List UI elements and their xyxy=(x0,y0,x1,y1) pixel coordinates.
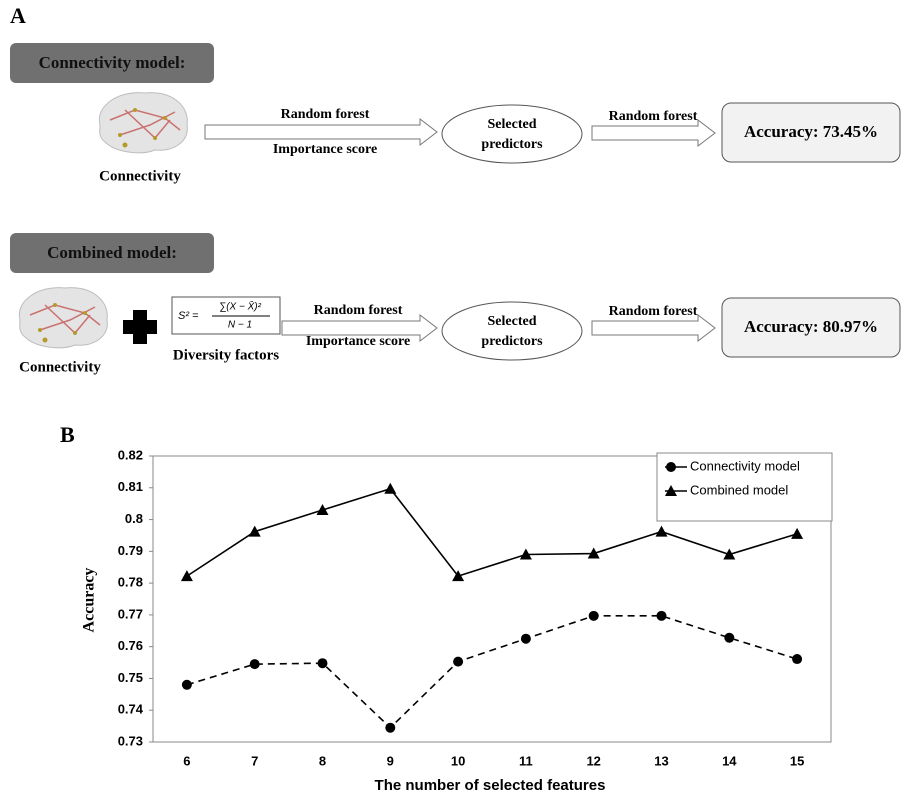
x-tick-label: 6 xyxy=(183,753,190,768)
y-tick-label: 0.77 xyxy=(118,606,143,621)
y-tick-label: 0.75 xyxy=(118,670,143,685)
y-tick-label: 0.8 xyxy=(125,511,143,526)
marker xyxy=(589,611,599,621)
marker xyxy=(385,723,395,733)
legend-label: Combined model xyxy=(690,482,788,497)
input-label: Diversity factors xyxy=(173,347,279,363)
model-title: Combined model: xyxy=(47,243,177,262)
y-tick-label: 0.81 xyxy=(118,479,143,494)
marker xyxy=(453,657,463,667)
x-tick-label: 13 xyxy=(654,753,668,768)
node-label: predictors xyxy=(481,334,543,349)
node-label: predictors xyxy=(481,137,543,152)
x-tick-label: 12 xyxy=(586,753,600,768)
marker xyxy=(250,659,260,669)
plot: 0.73 0.74 0.75 0.76 0.77 0.78 0.79 0.8 0.81 0.82 6… xyxy=(118,447,832,768)
y-axis-title: Accuracy xyxy=(81,568,98,633)
arrow-label: Random forest xyxy=(609,109,698,124)
y-tick-label: 0.74 xyxy=(118,702,144,717)
series-line xyxy=(187,616,797,728)
node xyxy=(442,302,582,360)
panel-label: A xyxy=(10,3,26,28)
y-tick-label: 0.78 xyxy=(118,575,143,590)
legend-label: Connectivity model xyxy=(690,458,800,473)
marker xyxy=(791,528,803,539)
marker xyxy=(657,611,667,621)
arrow xyxy=(205,119,437,145)
figure: A Connectivity model: Connectivity Rando… xyxy=(0,0,904,799)
model-title: Connectivity model: xyxy=(39,53,186,72)
marker xyxy=(181,570,193,581)
formula-lhs: S² = xyxy=(178,310,199,322)
arrow-label: Random forest xyxy=(281,107,370,122)
brain-icon xyxy=(99,93,187,153)
result: Accuracy: 73.45% xyxy=(744,122,878,141)
legend-marker xyxy=(666,462,676,472)
marker xyxy=(182,680,192,690)
marker xyxy=(318,658,328,668)
arrow-label: Importance score xyxy=(306,334,410,349)
panel-label: B xyxy=(60,422,75,447)
arrow-label: Random forest xyxy=(314,303,403,318)
node-label: Selected xyxy=(488,117,537,132)
x-tick-label: 7 xyxy=(251,753,258,768)
x-tick-label: 14 xyxy=(722,753,737,768)
x-tick-label: 15 xyxy=(790,753,804,768)
marker xyxy=(384,483,396,494)
arrow-label: Importance score xyxy=(273,142,377,157)
x-tick-label: 10 xyxy=(451,753,465,768)
formula-denominator: N − 1 xyxy=(228,320,252,331)
y-tick-label: 0.73 xyxy=(118,733,143,748)
result: Accuracy: 80.97% xyxy=(744,317,878,336)
plus-icon xyxy=(123,310,157,344)
marker xyxy=(724,633,734,643)
node-label: Selected xyxy=(488,314,537,329)
arrow-label: Random forest xyxy=(609,304,698,319)
x-tick-label: 8 xyxy=(319,753,326,768)
x-axis-title: The number of selected features xyxy=(375,777,606,794)
marker xyxy=(792,654,802,664)
marker xyxy=(521,634,531,644)
node xyxy=(442,105,582,163)
brain-icon xyxy=(19,288,107,348)
input-label: Connectivity xyxy=(99,168,181,184)
formula-numerator: ∑(X − X̄)² xyxy=(219,300,262,313)
x-tick-label: 11 xyxy=(519,753,533,768)
y-tick-label: 0.76 xyxy=(118,638,143,653)
y-tick-label: 0.82 xyxy=(118,447,143,462)
input-label: Connectivity xyxy=(19,359,101,375)
y-tick-label: 0.79 xyxy=(118,543,143,558)
x-tick-label: 9 xyxy=(387,753,394,768)
marker xyxy=(656,526,668,537)
